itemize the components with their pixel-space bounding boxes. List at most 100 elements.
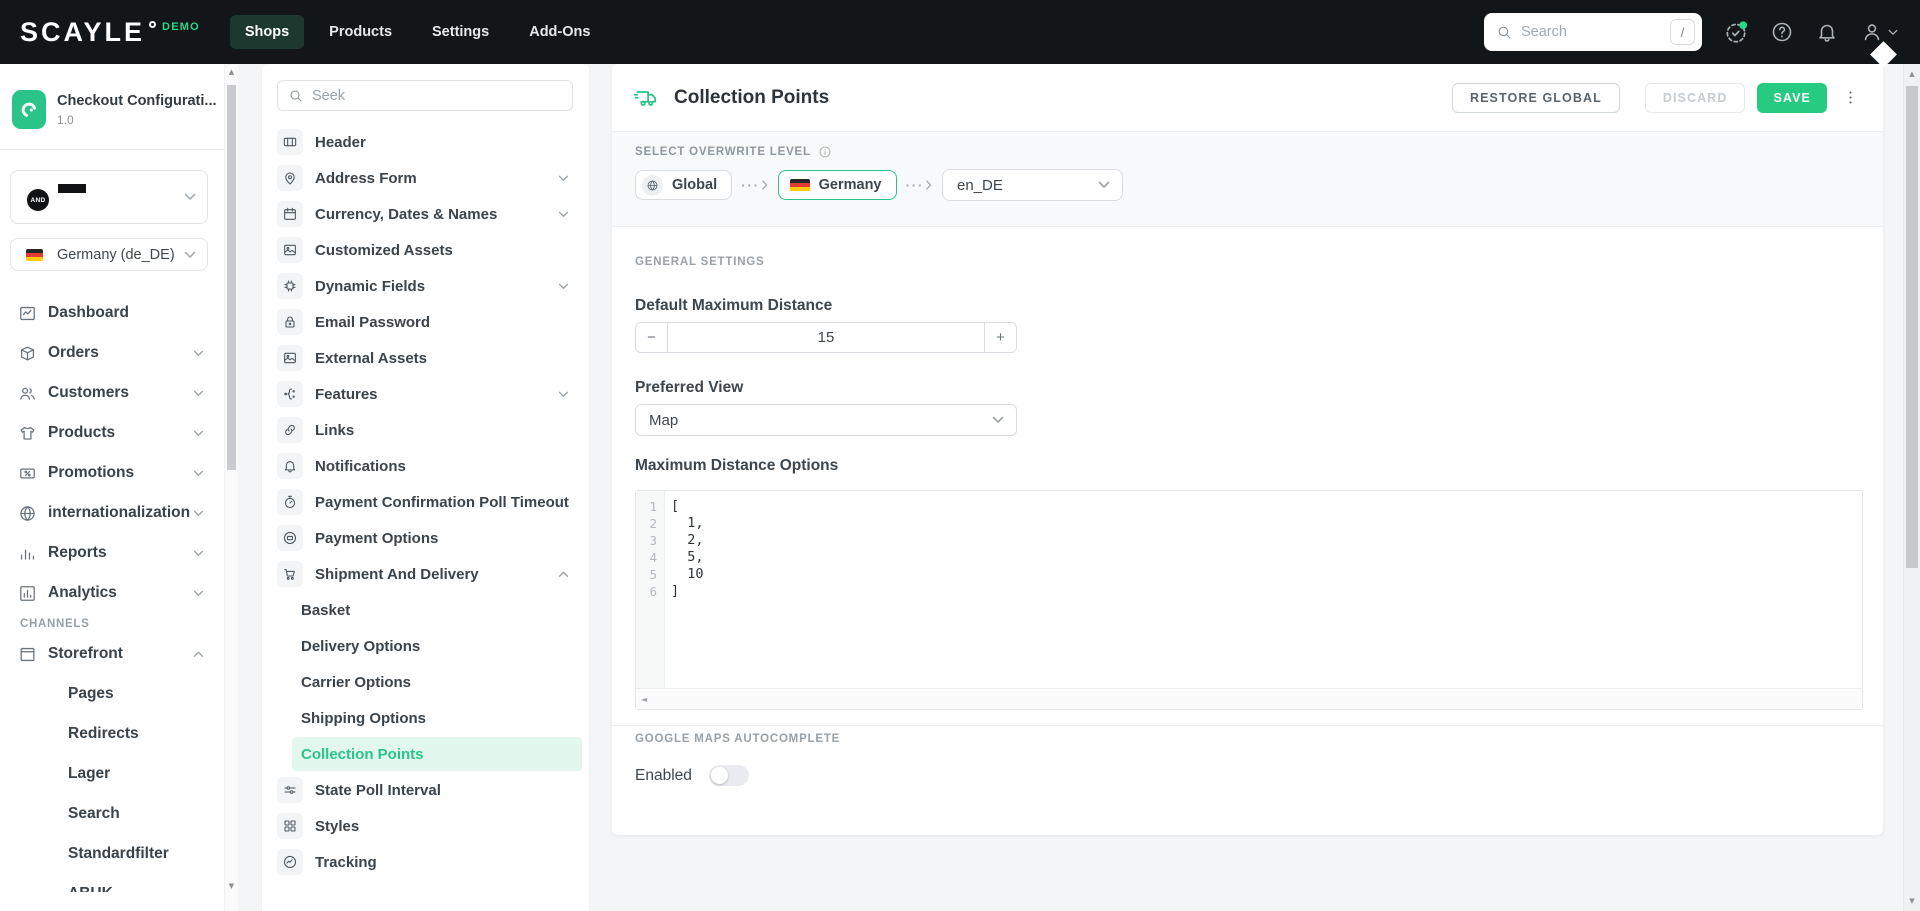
sidebar-item-search[interactable]: Search <box>68 805 120 822</box>
sidebar-item-reports[interactable]: Reports <box>0 533 224 573</box>
divider <box>612 725 1883 726</box>
restore-global-button[interactable]: RESTORE GLOBAL <box>1451 82 1620 113</box>
settings-item-tracking[interactable]: Tracking <box>262 844 589 880</box>
sidebar-scrollbar[interactable]: ▲ ▼ <box>224 64 238 911</box>
sidebar-item-products[interactable]: Products <box>0 413 224 453</box>
grid-icon <box>277 813 303 839</box>
sidebar-item-pages[interactable]: Pages <box>68 685 114 702</box>
scroll-left-arrow[interactable]: ◄ <box>641 694 648 704</box>
analytics-icon <box>18 584 37 603</box>
sidebar-item-redirects[interactable]: Redirects <box>68 725 139 742</box>
top-nav-products[interactable]: Products <box>329 24 393 40</box>
level-chip-global[interactable]: Global <box>635 170 733 200</box>
stepper-minus-button[interactable]: − <box>636 323 668 352</box>
chevron-down-icon <box>193 550 204 557</box>
scrollbar-thumb[interactable] <box>1906 86 1918 568</box>
kebab-menu-icon[interactable] <box>1842 89 1859 106</box>
settings-item-address-form[interactable]: Address Form <box>262 160 589 196</box>
shop-name-redacted <box>58 184 86 193</box>
chip-icon <box>277 273 303 299</box>
settings-item-links[interactable]: Links <box>262 412 589 448</box>
lock-icon <box>277 309 303 335</box>
scroll-up-arrow[interactable]: ▲ <box>1909 70 1915 78</box>
notifications-bell-icon[interactable] <box>1815 20 1839 44</box>
user-avatar-icon <box>1864 24 1880 41</box>
scroll-down-arrow[interactable]: ▼ <box>1909 897 1915 905</box>
settings-item-payment-options[interactable]: Payment Options <box>262 520 589 556</box>
sidebar-item-customers[interactable]: Customers <box>0 373 224 413</box>
settings-item-header[interactable]: Header <box>262 124 589 160</box>
brand-name: SCAYLE <box>20 16 146 47</box>
settings-item-currency-dates-names[interactable]: Currency, Dates & Names <box>262 196 589 232</box>
distance-options-label: Maximum Distance Options <box>635 457 839 474</box>
preferred-view-label: Preferred View <box>635 379 744 396</box>
sidebar-item-standardfilter[interactable]: Standardfilter <box>68 845 169 862</box>
chevron-up-icon <box>558 571 569 578</box>
sidebar-item-orders[interactable]: Orders <box>0 333 224 373</box>
user-menu[interactable] <box>1860 20 1898 44</box>
stopwatch-icon <box>277 489 303 515</box>
sidebar-item-storefront[interactable]: Storefront <box>0 634 224 674</box>
settings-item-collection-points[interactable]: Collection Points <box>292 737 582 771</box>
settings-item-email-password[interactable]: Email Password <box>262 304 589 340</box>
settings-search-input[interactable] <box>312 87 562 104</box>
search-input[interactable] <box>1521 24 1662 40</box>
divider <box>0 149 224 150</box>
sidebar-item-dashboard[interactable]: Dashboard <box>0 293 224 333</box>
toggle-knob <box>710 767 728 784</box>
global-search[interactable]: / <box>1484 13 1702 51</box>
general-settings-heading: GENERAL SETTINGS <box>635 256 765 268</box>
sidebar-item-lager[interactable]: Lager <box>68 765 111 782</box>
sidebar-item-internationalization[interactable]: internationalization <box>0 493 224 533</box>
help-icon[interactable] <box>1770 20 1794 44</box>
settings-item-styles[interactable]: Styles <box>262 808 589 844</box>
settings-item-payment-confirmation-poll-timeout[interactable]: Payment Confirmation Poll Timeout <box>262 484 589 520</box>
shop-logo: AND <box>27 189 49 211</box>
payment-icon <box>277 525 303 551</box>
stepper-plus-button[interactable]: + <box>984 323 1016 352</box>
top-nav-settings[interactable]: Settings <box>432 24 490 40</box>
settings-item-basket[interactable]: Basket <box>301 601 351 619</box>
language-selector[interactable]: Germany (de_DE) <box>10 238 208 271</box>
settings-item-features[interactable]: Features <box>262 376 589 412</box>
image-icon <box>277 237 303 263</box>
settings-item-notifications[interactable]: Notifications <box>262 448 589 484</box>
status-icon[interactable] <box>1723 19 1749 45</box>
settings-item-state-poll-interval[interactable]: State Poll Interval <box>262 772 589 808</box>
level-locale-select[interactable]: en_DE <box>942 169 1123 201</box>
settings-nav-list: Header Address Form Currency, Dates & Na… <box>262 124 589 880</box>
overwrite-level-chips: Global ··· Germany ··· en_DE <box>635 169 1883 201</box>
delivery-truck-icon <box>633 85 659 111</box>
level-chip-germany[interactable]: Germany <box>777 170 897 200</box>
sidebar-item-promotions[interactable]: Promotions <box>0 453 224 493</box>
scroll-up-arrow[interactable]: ▲ <box>228 68 235 76</box>
bar-chart-icon <box>18 544 37 563</box>
cart-icon <box>277 561 303 587</box>
settings-item-shipping-options[interactable]: Shipping Options <box>301 709 426 727</box>
settings-item-dynamic-fields[interactable]: Dynamic Fields <box>262 268 589 304</box>
shop-selector[interactable]: AND <box>10 170 208 224</box>
sidebar-item-analytics[interactable]: Analytics <box>0 573 224 613</box>
editor-code[interactable]: [ 1, 2, 5, 10 ] <box>671 498 704 599</box>
distance-value[interactable]: 15 <box>817 329 835 346</box>
settings-search[interactable] <box>277 80 573 111</box>
page-scrollbar[interactable]: ▲ ▼ <box>1903 64 1920 911</box>
settings-item-delivery-options[interactable]: Delivery Options <box>301 637 421 655</box>
top-nav-addons[interactable]: Add-Ons <box>529 24 591 40</box>
json-code-editor[interactable]: 1 2 3 4 5 6 [ 1, 2, 5, 10 ] ◄ <box>635 490 1863 710</box>
chevron-down-icon <box>558 391 569 398</box>
scroll-down-arrow[interactable]: ▼ <box>228 882 235 890</box>
settings-item-shipment-and-delivery[interactable]: Shipment And Delivery <box>262 556 589 592</box>
enabled-toggle[interactable] <box>708 765 749 786</box>
settings-item-external-assets[interactable]: External Assets <box>262 340 589 376</box>
scrollbar-thumb[interactable] <box>227 85 236 470</box>
top-nav-shops[interactable]: Shops <box>229 15 305 49</box>
discard-button[interactable]: DISCARD <box>1644 82 1746 113</box>
info-icon[interactable] <box>818 145 832 159</box>
preferred-view-select[interactable]: Map <box>635 404 1017 436</box>
settings-item-customized-assets[interactable]: Customized Assets <box>262 232 589 268</box>
save-button[interactable]: SAVE <box>1757 82 1827 113</box>
settings-item-carrier-options[interactable]: Carrier Options <box>301 673 412 691</box>
sidebar-item-partial[interactable]: ABUK <box>0 874 224 892</box>
editor-horizontal-scrollbar[interactable]: ◄ <box>636 688 1862 709</box>
